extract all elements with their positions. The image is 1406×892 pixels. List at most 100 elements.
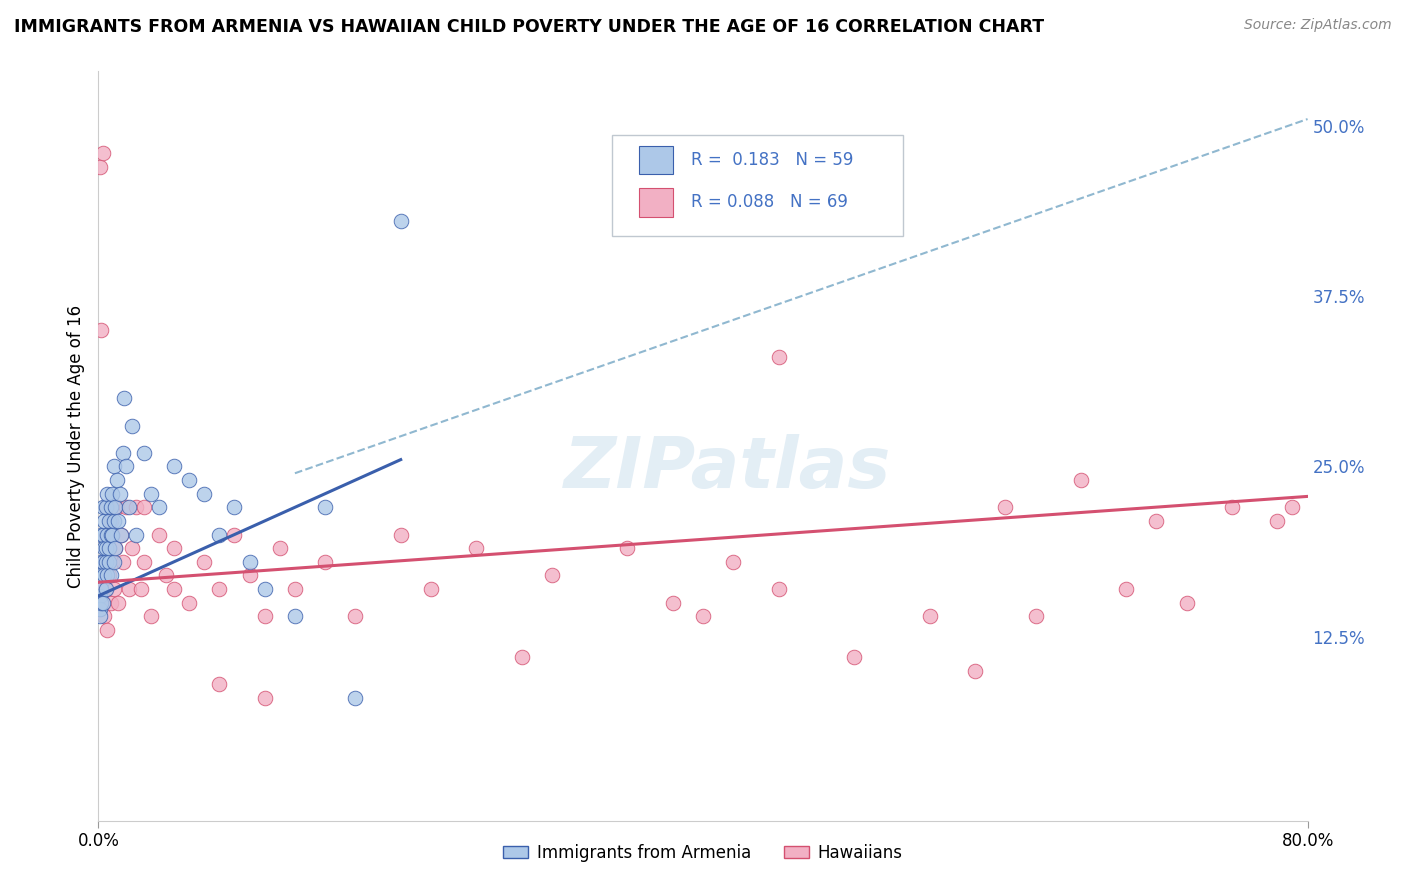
Point <box>91 527 114 541</box>
Point <box>93 555 115 569</box>
Point <box>89 160 111 174</box>
Point <box>121 418 143 433</box>
Point <box>98 555 121 569</box>
Point <box>89 602 111 616</box>
Point <box>193 555 215 569</box>
Point <box>768 351 790 365</box>
Point <box>692 609 714 624</box>
Point <box>118 582 141 596</box>
Point <box>723 555 745 569</box>
Point <box>239 555 262 569</box>
Point <box>121 541 143 556</box>
Point <box>1267 514 1289 528</box>
Point <box>148 500 170 515</box>
Point <box>96 623 118 637</box>
Point <box>90 555 112 569</box>
Point <box>100 568 122 582</box>
Text: Source: ZipAtlas.com: Source: ZipAtlas.com <box>1244 18 1392 32</box>
Point <box>284 582 307 596</box>
Point <box>94 500 117 515</box>
Point <box>98 514 121 528</box>
Point <box>108 486 131 500</box>
Point <box>465 541 488 556</box>
Point <box>100 500 122 515</box>
Point <box>90 568 112 582</box>
Point <box>93 609 115 624</box>
Point <box>90 323 112 337</box>
Point <box>96 486 118 500</box>
Point <box>314 555 336 569</box>
Point <box>91 146 114 161</box>
Point <box>284 609 307 624</box>
Point <box>100 596 122 610</box>
Point <box>114 459 136 474</box>
Point <box>253 691 276 706</box>
Point <box>90 596 112 610</box>
Point <box>105 473 128 487</box>
Legend: Immigrants from Armenia, Hawaiians: Immigrants from Armenia, Hawaiians <box>496 838 910 869</box>
Point <box>179 473 201 487</box>
Point <box>100 527 122 541</box>
Point <box>91 596 114 610</box>
Point <box>98 541 121 556</box>
Point <box>101 527 124 541</box>
Point <box>96 568 118 582</box>
Point <box>148 527 170 541</box>
Point <box>208 677 231 691</box>
Bar <box>638 145 673 174</box>
Point <box>1220 500 1243 515</box>
Point <box>125 500 148 515</box>
Point <box>98 568 121 582</box>
Point <box>768 582 790 596</box>
Point <box>1144 514 1167 528</box>
Point <box>389 527 412 541</box>
Point <box>101 486 124 500</box>
Point <box>90 582 112 596</box>
Point <box>105 500 128 515</box>
Point <box>111 446 134 460</box>
Point <box>94 541 117 556</box>
Point <box>253 609 276 624</box>
Point <box>98 541 121 556</box>
Point <box>114 500 136 515</box>
Text: IMMIGRANTS FROM ARMENIA VS HAWAIIAN CHILD POVERTY UNDER THE AGE OF 16 CORRELATIO: IMMIGRANTS FROM ARMENIA VS HAWAIIAN CHIL… <box>14 18 1045 36</box>
Point <box>844 650 866 665</box>
Point <box>918 609 941 624</box>
Point <box>107 514 129 528</box>
Point <box>110 527 132 541</box>
Y-axis label: Child Poverty Under the Age of 16: Child Poverty Under the Age of 16 <box>66 304 84 588</box>
Point <box>965 664 987 678</box>
Point <box>155 568 177 582</box>
Point <box>125 527 148 541</box>
Point <box>103 582 125 596</box>
Text: R =  0.183   N = 59: R = 0.183 N = 59 <box>690 151 853 169</box>
Point <box>163 582 186 596</box>
Text: R = 0.088   N = 69: R = 0.088 N = 69 <box>690 194 848 211</box>
Point <box>89 609 111 624</box>
Point <box>91 596 114 610</box>
Point <box>420 582 443 596</box>
Point <box>94 582 117 596</box>
Point <box>179 596 201 610</box>
Point <box>93 514 115 528</box>
Point <box>103 555 125 569</box>
Point <box>110 527 132 541</box>
Point <box>96 527 118 541</box>
Point <box>93 541 115 556</box>
Point <box>104 541 127 556</box>
Point <box>132 446 155 460</box>
Point <box>94 555 117 569</box>
Point <box>101 555 124 569</box>
Point <box>269 541 291 556</box>
Point <box>239 568 262 582</box>
Point <box>510 650 533 665</box>
Point <box>91 555 114 569</box>
Point <box>163 541 186 556</box>
Point <box>103 459 125 474</box>
Point <box>132 555 155 569</box>
Text: ZIPatlas: ZIPatlas <box>564 434 891 503</box>
Point <box>94 527 117 541</box>
Point <box>90 582 112 596</box>
Bar <box>638 188 673 217</box>
Point <box>1281 500 1303 515</box>
